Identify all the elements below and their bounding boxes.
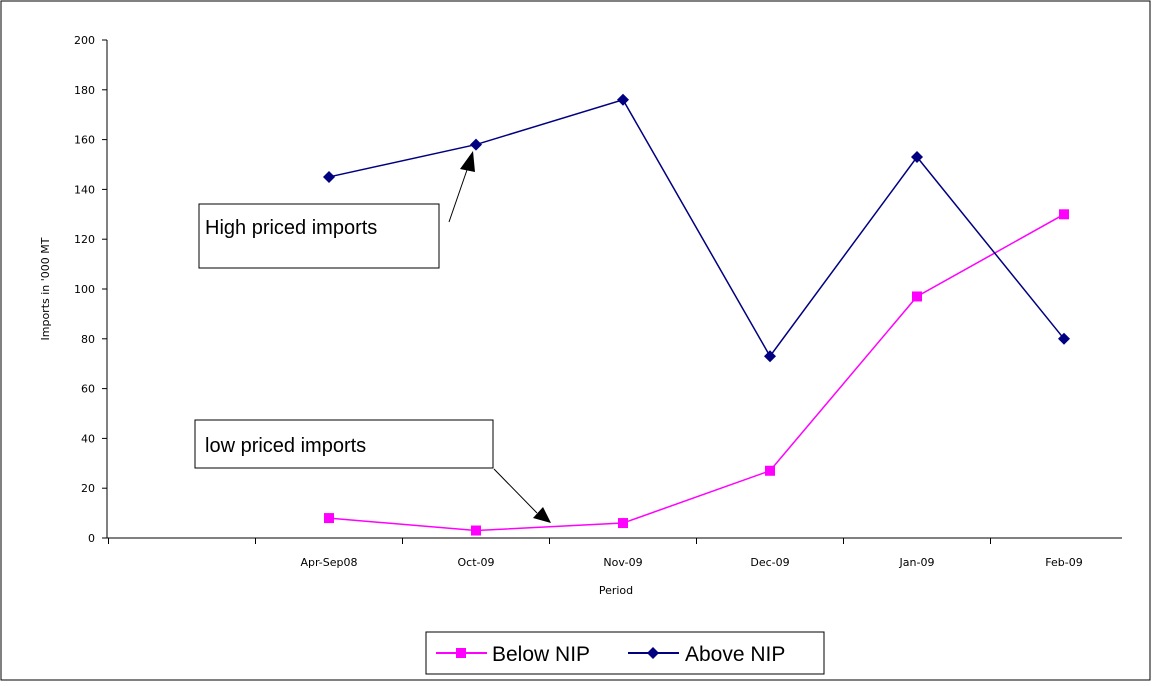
y-tick-label: 140 — [74, 183, 95, 196]
y-tick-label: 120 — [74, 233, 95, 246]
x-axis-title: Period — [599, 584, 633, 597]
legend-marker-above-nip — [647, 647, 659, 659]
annotation-high: High priced imports — [198, 151, 475, 269]
x-tick-label: Nov-09 — [603, 556, 642, 569]
data-point-above-nip — [764, 350, 776, 363]
legend-label-above-nip: Above NIP — [685, 643, 785, 666]
data-point-below-nip — [765, 465, 775, 476]
y-tick-label: 0 — [88, 532, 95, 545]
data-point-above-nip — [323, 170, 335, 183]
data-point-above-nip — [617, 93, 629, 106]
series-layer — [323, 93, 1070, 536]
y-tick-label: 40 — [81, 432, 95, 445]
annotation-high-arrowhead — [460, 151, 475, 172]
legend-item-below-nip: Below NIP — [436, 643, 590, 666]
data-point-below-nip — [618, 518, 628, 529]
data-point-below-nip — [471, 525, 481, 536]
legend-marker-below-nip — [456, 648, 466, 658]
y-tick-label: 80 — [81, 333, 95, 346]
y-ticks: 0 20 40 60 80 100 120 140 160 180 200 — [74, 34, 107, 545]
data-point-below-nip — [1059, 209, 1069, 220]
y-tick-label: 100 — [74, 283, 95, 296]
y-tick-label: 200 — [74, 34, 95, 47]
data-point-above-nip — [470, 138, 482, 151]
series-line-below-nip — [328, 213, 1065, 532]
annotation-low: low priced imports — [194, 419, 551, 523]
x-tick-label: Apr-Sep08 — [300, 556, 357, 569]
legend-label-below-nip: Below NIP — [492, 643, 590, 666]
x-ticks: Apr-Sep08 Oct-09 Nov-09 Dec-09 Jan-09 Feb-09 — [108, 538, 1083, 569]
data-point-above-nip — [1058, 332, 1070, 345]
y-tick-label: 180 — [74, 84, 95, 97]
data-point-below-nip — [912, 291, 922, 302]
annotation-high-arrow — [448, 166, 469, 223]
legend-box — [425, 631, 825, 675]
legend: Below NIP Above NIP — [425, 631, 825, 675]
y-tick-label: 20 — [81, 482, 95, 495]
x-tick-label: Feb-09 — [1045, 556, 1082, 569]
series-line-above-nip — [328, 98, 1065, 358]
annotation-low-box — [194, 419, 494, 469]
annotation-high-text: High priced imports — [205, 217, 377, 239]
data-point-below-nip — [324, 513, 334, 524]
x-tick-label: Jan-09 — [899, 556, 935, 569]
data-point-above-nip — [911, 151, 923, 164]
y-axis-title: Imports in '000 MT — [39, 237, 52, 340]
annotation-low-text: low priced imports — [205, 435, 366, 457]
y-tick-label: 160 — [74, 134, 95, 147]
x-tick-label: Oct-09 — [458, 556, 495, 569]
y-tick-label: 60 — [81, 383, 95, 396]
annotation-high-box — [198, 203, 440, 269]
annotation-low-arrowhead — [533, 507, 551, 523]
axes: 0 20 40 60 80 100 120 140 160 180 200 Apr-Sep08 Oct… — [74, 34, 1122, 569]
x-tick-label: Dec-09 — [750, 556, 789, 569]
legend-item-above-nip: Above NIP — [628, 643, 785, 666]
annotation-low-arrow — [493, 468, 538, 514]
